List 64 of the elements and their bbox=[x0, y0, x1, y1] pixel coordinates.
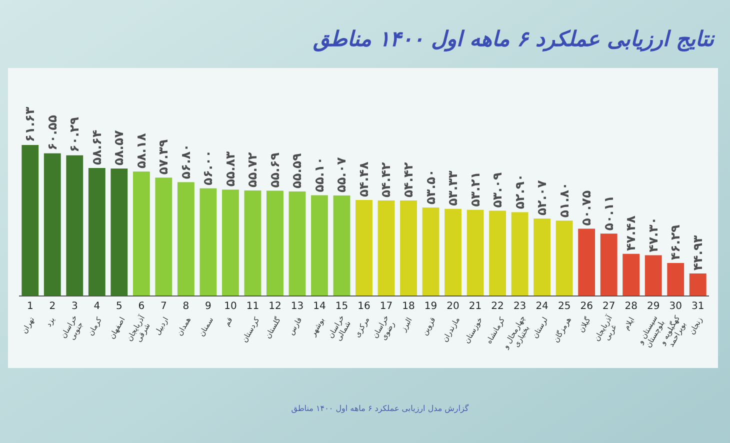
data-label: ۵۸.۱۸ bbox=[133, 133, 148, 169]
data-label: ۵۵.۵۹ bbox=[289, 153, 304, 188]
x-tick: 30 bbox=[669, 301, 682, 312]
annotation: گزارش مدل ارزیابی عملکرد ۶ ماهه اول ۱۴۰۰ مناطق bbox=[291, 404, 469, 413]
data-label: ۵۸.۶۴ bbox=[88, 130, 104, 165]
x-tick: 28 bbox=[624, 301, 638, 312]
x-tick: 5 bbox=[116, 301, 122, 312]
data-label: ۵۴.۴۸ bbox=[356, 162, 371, 197]
data-label: ۵۵.۱۰ bbox=[311, 156, 326, 192]
data-label: ۶۰.۲۹ bbox=[66, 117, 82, 152]
data-label: ۶۱.۶۳ bbox=[22, 106, 38, 142]
data-label: ۵۵.۷۲ bbox=[244, 152, 260, 188]
data-label: ۶۰.۵۵ bbox=[44, 115, 60, 150]
x-tick: 29 bbox=[647, 301, 660, 312]
x-tick: 10 bbox=[224, 301, 237, 312]
x-tick: 27 bbox=[602, 301, 616, 312]
data-label: ۵۳.۲۱ bbox=[467, 172, 482, 207]
x-tick: 4 bbox=[94, 301, 100, 312]
data-label: ۴۴.۹۳ bbox=[690, 235, 705, 270]
x-tick: 15 bbox=[335, 301, 348, 312]
x-tick: 7 bbox=[160, 301, 167, 312]
x-tick: 17 bbox=[380, 301, 393, 312]
data-label: ۵۳.۳۳ bbox=[445, 170, 460, 206]
x-tick: 12 bbox=[268, 301, 282, 312]
data-label: ۵۱.۸۰ bbox=[556, 182, 572, 218]
data-label: ۵۸.۵۷ bbox=[111, 130, 126, 166]
data-label: ۵۶.۰۰ bbox=[200, 150, 216, 186]
x-tick: 24 bbox=[536, 301, 548, 312]
x-tick: 14 bbox=[313, 301, 326, 312]
data-label: ۵۷.۳۹ bbox=[156, 139, 171, 175]
x-tick: 8 bbox=[182, 301, 190, 312]
data-label: ۵۵.۶۹ bbox=[266, 152, 282, 188]
x-tick: 13 bbox=[290, 301, 304, 312]
x-tick: 19 bbox=[424, 301, 438, 312]
x-tick: 3 bbox=[71, 301, 78, 312]
data-label: ۵۰.۷۵ bbox=[578, 190, 594, 226]
x-tick: 6 bbox=[138, 301, 145, 312]
data-label: ۵۵.۰۷ bbox=[334, 157, 349, 192]
x-tick: 25 bbox=[558, 301, 571, 312]
x-tick: 26 bbox=[580, 301, 593, 312]
data-label: ۵۴.۴۲ bbox=[378, 162, 394, 198]
x-tick: 23 bbox=[513, 301, 526, 312]
x-tick: 31 bbox=[692, 301, 704, 312]
x-tick: 22 bbox=[491, 301, 504, 312]
x-tick: 1 bbox=[26, 301, 34, 312]
x-tick: 11 bbox=[246, 301, 260, 312]
data-label: ۵۶.۸۰ bbox=[178, 144, 193, 180]
x-tick: 20 bbox=[446, 301, 460, 312]
x-tick: 21 bbox=[468, 301, 482, 312]
data-label: ۵۰.۱۱ bbox=[600, 195, 616, 231]
x-tick: 18 bbox=[402, 301, 415, 312]
data-label: ۴۷.۳۰ bbox=[645, 216, 660, 252]
data-label: ۵۳.۰۹ bbox=[490, 172, 505, 208]
data-label: ۵۲.۹۰ bbox=[512, 174, 527, 210]
x-tick: 2 bbox=[49, 301, 56, 312]
data-label: ۵۳.۵۰ bbox=[422, 169, 438, 205]
data-label: ۴۶.۲۹ bbox=[668, 224, 683, 260]
data-label: ۵۲.۰۷ bbox=[534, 180, 550, 216]
data-label: ۵۵.۸۳ bbox=[222, 151, 238, 187]
x-tick: 16 bbox=[358, 301, 370, 312]
x-tick: 9 bbox=[205, 301, 212, 312]
data-label: ۵۴.۴۲ bbox=[400, 162, 416, 198]
data-label: ۴۷.۴۸ bbox=[623, 216, 638, 251]
title: نتایج ارزیابی عملکرد ۶ ماهه اول ۱۴۰۰ مناطق bbox=[313, 27, 714, 51]
